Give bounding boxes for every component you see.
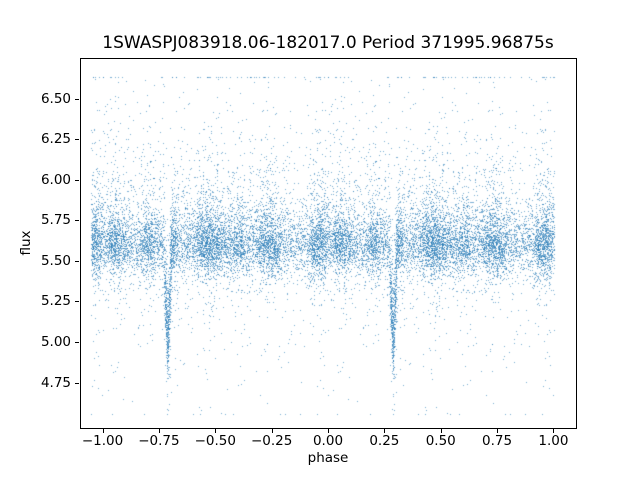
y-tick-label: 6.25	[40, 131, 71, 148]
y-tick-label: 6.00	[40, 171, 71, 188]
x-tick-mark	[272, 429, 273, 433]
y-tick-label: 4.75	[40, 374, 71, 391]
x-tick-label: −0.25	[250, 433, 293, 449]
x-tick-mark	[215, 429, 216, 433]
x-tick-mark	[384, 429, 385, 433]
x-tick-label: −0.50	[194, 433, 236, 449]
x-tick-mark	[328, 429, 329, 433]
x-tick-label: −0.75	[138, 433, 180, 449]
plot-area	[80, 58, 577, 429]
y-tick-mark	[75, 301, 79, 302]
y-tick-mark	[75, 180, 79, 181]
y-tick-label: 5.50	[40, 252, 71, 269]
x-tick-label: 0.50	[425, 433, 456, 449]
y-tick-mark	[75, 139, 79, 140]
x-tick-label: 0.75	[482, 433, 513, 449]
x-tick-mark	[553, 429, 554, 433]
chart-title: 1SWASPJ083918.06-182017.0 Period 371995.…	[102, 33, 554, 53]
scatter-canvas	[81, 59, 576, 428]
y-tick-mark	[75, 261, 79, 262]
y-tick-label: 5.75	[40, 212, 71, 229]
x-tick-label: −1.00	[81, 433, 124, 449]
y-tick-mark	[75, 383, 79, 384]
y-tick-label: 5.25	[40, 293, 71, 310]
y-tick-mark	[75, 99, 79, 100]
x-tick-label: 0.25	[369, 433, 400, 449]
x-tick-label: 1.00	[538, 433, 569, 449]
x-tick-mark	[441, 429, 442, 433]
x-tick-label: 0.00	[312, 433, 344, 449]
y-tick-mark	[75, 220, 79, 221]
y-tick-mark	[75, 342, 79, 343]
x-axis-label: phase	[307, 450, 349, 466]
x-tick-mark	[497, 429, 498, 433]
y-tick-label: 6.50	[40, 90, 71, 107]
x-tick-mark	[159, 429, 160, 433]
x-tick-mark	[103, 429, 104, 433]
y-tick-label: 5.00	[40, 333, 71, 350]
